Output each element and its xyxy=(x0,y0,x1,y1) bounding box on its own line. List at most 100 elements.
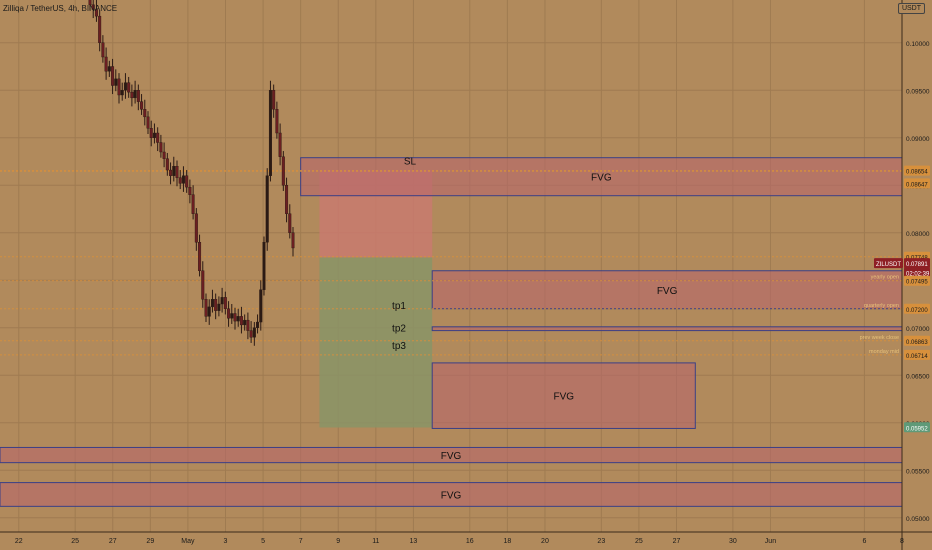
y-tick-label: 0.06500 xyxy=(906,373,930,380)
candle-body xyxy=(281,156,285,186)
candle-body xyxy=(143,109,147,118)
price-badge xyxy=(904,267,930,278)
zone-labels: FVG FVG FVG FVG FVG SL tp1 tp2 tp3 xyxy=(392,157,678,502)
candle-body xyxy=(156,132,160,143)
x-tick-label: 20 xyxy=(541,538,549,545)
candle-body xyxy=(130,91,134,99)
zones xyxy=(0,157,903,507)
position-label: tp3 xyxy=(392,341,406,352)
candle-body xyxy=(165,158,169,171)
fvg-zone xyxy=(431,326,903,332)
candle-body xyxy=(101,42,105,58)
price-badge-text: ZILUSDT xyxy=(876,262,901,268)
price-badge-text: 0.06714 xyxy=(906,354,928,360)
candle-body xyxy=(278,132,282,157)
fvg-label: FVG xyxy=(441,490,462,501)
x-tick-label: 7 xyxy=(299,538,303,545)
candle-body xyxy=(246,319,250,331)
position-label: SL xyxy=(404,157,417,168)
fvg-zone xyxy=(431,362,696,429)
candle-body xyxy=(227,308,231,319)
candle-body xyxy=(198,242,202,271)
candle-body xyxy=(233,313,237,322)
x-tick-label: 8 xyxy=(900,538,904,545)
candle-body xyxy=(236,316,240,322)
candle-body xyxy=(194,213,198,243)
y-tick-label: 0.05500 xyxy=(906,468,930,475)
y-tick-label: 0.08000 xyxy=(906,231,930,238)
candle-body xyxy=(272,90,276,110)
candle-body xyxy=(127,82,131,93)
candle-body xyxy=(220,297,224,305)
candles xyxy=(88,0,295,346)
x-tick-label: 25 xyxy=(71,538,79,545)
price-badge-text: 0.07200 xyxy=(906,308,928,314)
x-tick-label: May xyxy=(181,538,195,545)
fvg-zone xyxy=(300,157,903,197)
candle-body xyxy=(91,4,95,10)
x-tick-label: 25 xyxy=(635,538,643,545)
candle-body xyxy=(239,316,243,326)
candle-body xyxy=(191,194,195,214)
y-tick-label: 0.07000 xyxy=(906,326,930,333)
price-badge xyxy=(904,303,930,314)
candle-body xyxy=(181,175,185,184)
x-tick-label: 13 xyxy=(410,538,418,545)
x-tick-label: 6 xyxy=(862,538,866,545)
level-label: quarterly open xyxy=(864,303,899,309)
currency-button[interactable]: USDT xyxy=(897,3,925,14)
candle-body xyxy=(111,66,115,86)
price-badge xyxy=(904,178,930,189)
fvg-label: FVG xyxy=(553,392,574,403)
candle-body xyxy=(133,90,137,99)
candle-body xyxy=(114,78,118,86)
price-badge xyxy=(904,335,930,346)
x-tick-label: 18 xyxy=(503,538,511,545)
price-badge-text: 0.05952 xyxy=(906,426,928,432)
price-badge-text: 02:02:39 xyxy=(906,272,930,278)
candle-body xyxy=(207,306,211,317)
candle-body xyxy=(214,299,218,311)
candle-body xyxy=(149,128,153,138)
x-tick-label: 9 xyxy=(336,538,340,545)
candle-body xyxy=(201,270,205,300)
x-tick-label: 27 xyxy=(109,538,117,545)
candle-body xyxy=(259,289,263,323)
x-tick-label: 29 xyxy=(146,538,154,545)
candle-body xyxy=(88,0,92,5)
candle-body xyxy=(178,177,182,184)
chart-title: Zilliqa / TetherUS, 4h, BINANCE xyxy=(3,4,118,13)
candle-body xyxy=(262,242,266,290)
x-tick-label: 27 xyxy=(673,538,681,545)
price-badges: 0.086540.086470.07748ZILUSDT0.0789102:02… xyxy=(874,165,930,433)
price-badge xyxy=(904,258,930,269)
y-tick-label: 0.05000 xyxy=(906,516,930,523)
candle-body xyxy=(285,185,289,214)
candle-body xyxy=(146,116,150,129)
x-tick-label: 3 xyxy=(224,538,228,545)
x-tick-label: 11 xyxy=(372,538,379,545)
y-tick-label: 0.10000 xyxy=(906,41,930,48)
candle-body xyxy=(169,169,173,176)
candle-body xyxy=(98,15,102,43)
candle-body xyxy=(204,299,208,317)
candle-body xyxy=(291,232,295,249)
x-axis: 22 25 27 29 May 3 5 7 9 11 13 16 18 20 23 25 27 30 Jun 6 8 xyxy=(0,531,932,545)
candle-body xyxy=(252,327,256,338)
x-tick-label: 23 xyxy=(597,538,605,545)
candle-body xyxy=(152,132,156,138)
candle-body xyxy=(188,186,192,195)
fvg-label: FVG xyxy=(441,451,462,462)
levels: yearly open quarterly open prev week close… xyxy=(0,170,902,356)
price-badge xyxy=(904,165,930,176)
price-badge-text: 0.08654 xyxy=(906,170,928,176)
candle-body xyxy=(268,90,272,176)
take-profit-zone xyxy=(319,257,433,428)
level-label: prev week close xyxy=(860,335,899,341)
candle-body xyxy=(123,82,127,91)
candle-body xyxy=(223,297,227,309)
candle-body xyxy=(162,151,166,159)
candle-body xyxy=(249,330,253,338)
fvg-label: FVG xyxy=(591,173,612,184)
